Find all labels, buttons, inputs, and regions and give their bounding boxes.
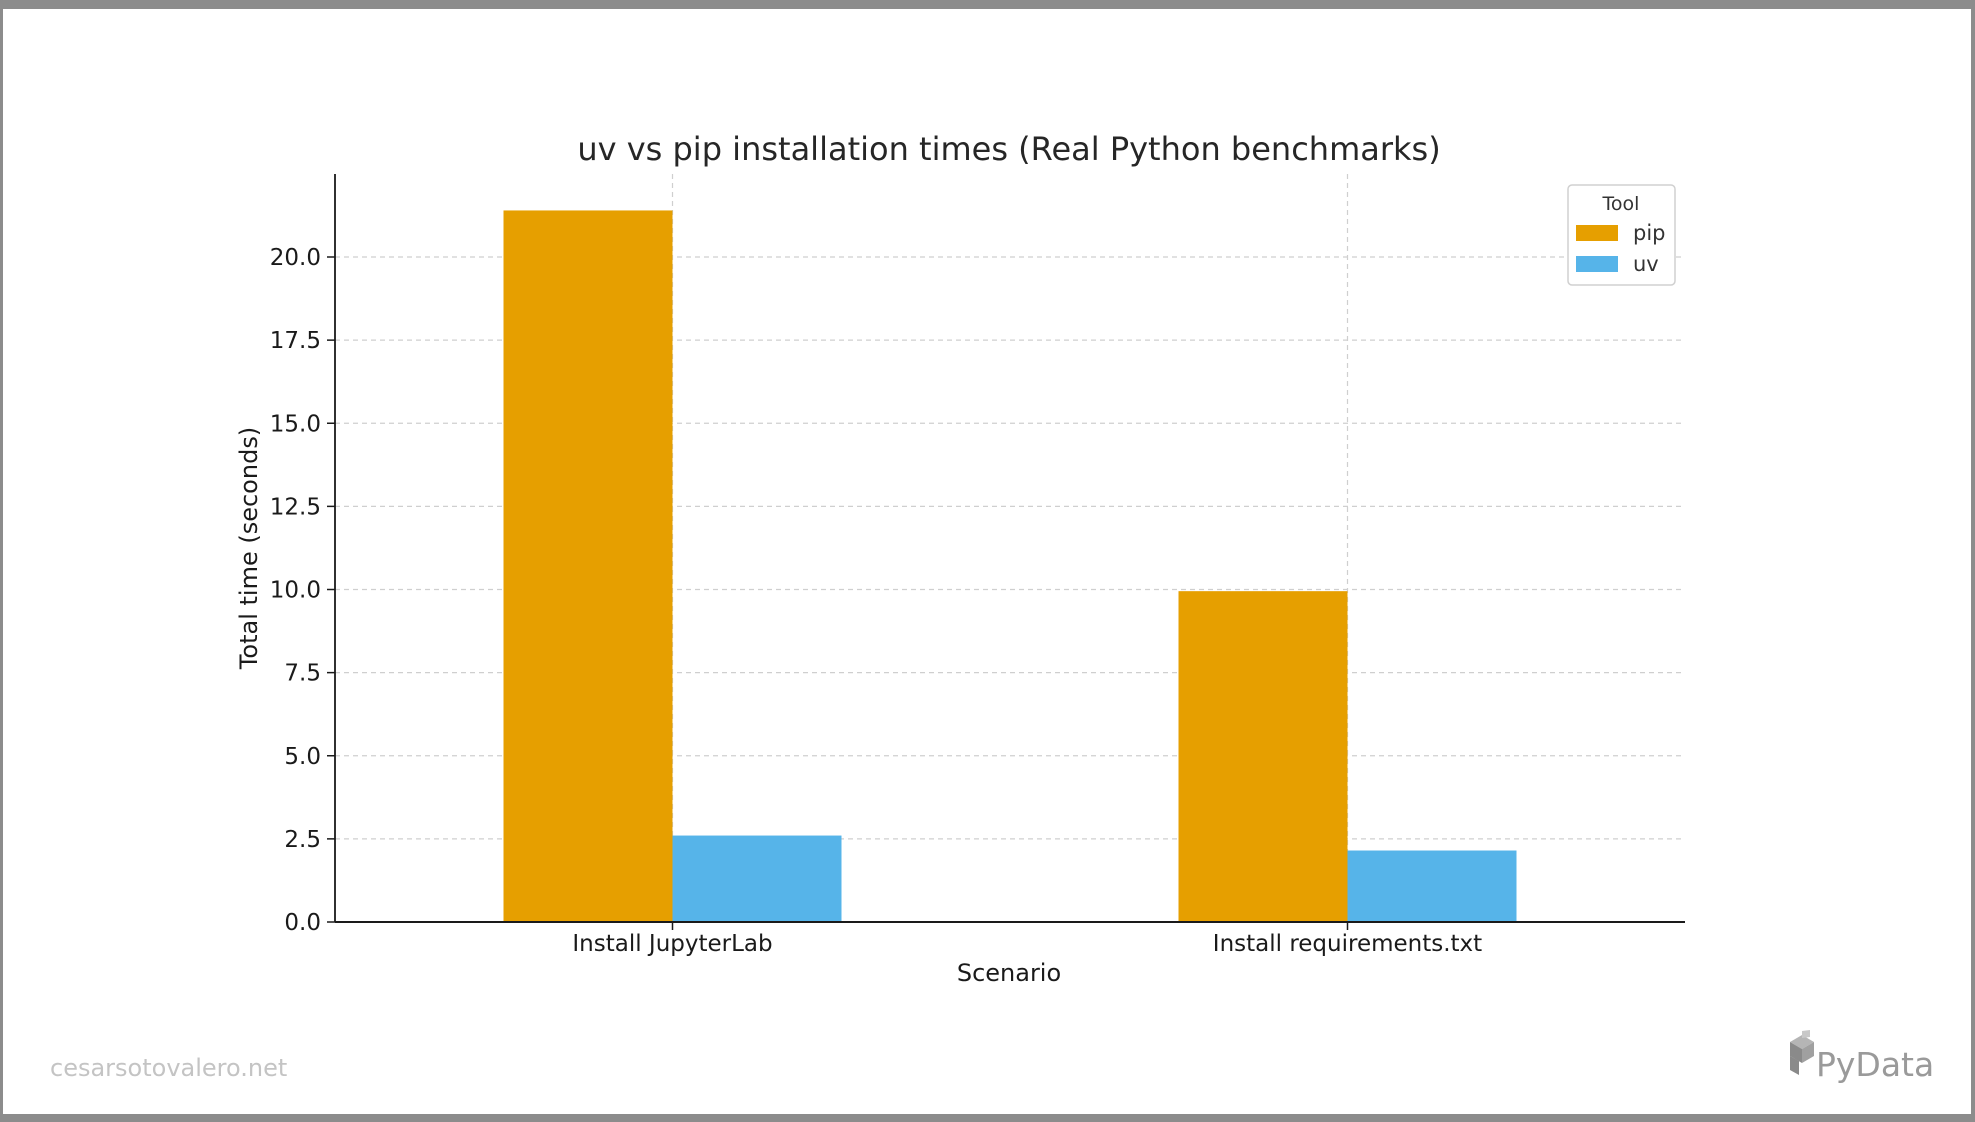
y-tick-label: 0.0 bbox=[284, 910, 321, 936]
y-tick-label: 20.0 bbox=[270, 245, 321, 271]
x-axis-label: Scenario bbox=[957, 959, 1061, 987]
y-axis-label: Total time (seconds) bbox=[235, 427, 263, 670]
y-ticks: 0.0 2.5 5.0 7.5 10.0 12.5 15.0 17.5 20.0 bbox=[270, 245, 335, 936]
legend-label-uv: uv bbox=[1633, 252, 1659, 276]
y-tick-label: 12.5 bbox=[270, 494, 321, 520]
y-tick-label: 10.0 bbox=[270, 578, 321, 604]
legend: Tool pip uv bbox=[1567, 184, 1676, 286]
legend-label-pip: pip bbox=[1633, 221, 1666, 245]
y-tick-label: 2.5 bbox=[284, 827, 321, 853]
x-tick-label: Install requirements.txt bbox=[1213, 931, 1482, 957]
y-tick-label: 17.5 bbox=[270, 328, 321, 354]
website-watermark: cesarsotovalero.net bbox=[50, 1054, 288, 1082]
bars bbox=[503, 210, 1517, 922]
x-ticks: Install JupyterLab Install requirements.t… bbox=[572, 922, 1482, 957]
y-tick-label: 7.5 bbox=[284, 661, 321, 687]
pydata-logo-icon bbox=[1790, 1030, 1814, 1075]
pydata-brand: PyData bbox=[1816, 1045, 1935, 1084]
bar-uv-2 bbox=[1347, 850, 1517, 922]
legend-title: Tool bbox=[1602, 193, 1640, 215]
axes bbox=[334, 174, 1685, 923]
bar-pip-2 bbox=[1178, 591, 1348, 922]
legend-swatch-pip bbox=[1576, 225, 1618, 241]
y-tick-label: 15.0 bbox=[270, 411, 321, 437]
chart-title: uv vs pip installation times (Real Pytho… bbox=[577, 130, 1440, 168]
x-tick-label: Install JupyterLab bbox=[572, 931, 772, 957]
bar-uv-1 bbox=[672, 835, 842, 922]
bar-pip-1 bbox=[503, 210, 673, 922]
legend-swatch-uv bbox=[1576, 256, 1618, 272]
y-tick-label: 5.0 bbox=[284, 744, 321, 770]
